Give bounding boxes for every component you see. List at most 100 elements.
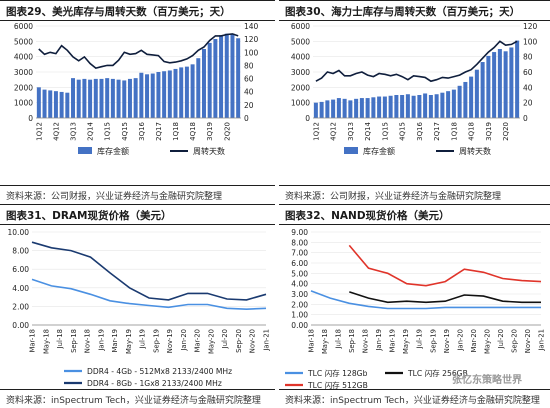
y-tick-right: 40 — [523, 83, 533, 92]
legend-swatch-bar — [78, 147, 92, 154]
bar — [122, 80, 127, 118]
x-tick-label: Jan-21 — [263, 329, 271, 352]
x-tick-label: 1Q18 — [450, 122, 458, 141]
y-tick: 9.00 — [291, 228, 308, 237]
legend-label: DDR4 - 4Gb - 512Mx8 2133/2400 MHz — [87, 367, 232, 376]
x-tick-label: Sep-20 — [510, 329, 518, 353]
bar — [446, 91, 451, 118]
x-tick-label: May-19 — [125, 329, 133, 354]
bar — [497, 49, 502, 118]
bar — [236, 38, 241, 119]
micron-inventory-chart: 0 1000 2000 3000 4000 5000 6000 0 20 40 60 80 100 120… — [14, 22, 259, 156]
x-tick-label: Sep-18 — [348, 329, 356, 353]
x-tick-label: Sep-19 — [152, 329, 160, 353]
bar — [230, 33, 235, 118]
bar — [469, 76, 474, 118]
bar — [219, 35, 224, 119]
legend-label: 周转天数 — [459, 146, 491, 156]
legend-label: TLC 闪存 128Gb — [307, 368, 368, 378]
x-tick-label: Jan-20 — [456, 329, 464, 352]
x-tick-label: 2Q17 — [155, 122, 163, 141]
bar — [42, 89, 47, 118]
bar — [82, 78, 87, 118]
bar — [354, 98, 359, 118]
bar — [474, 69, 479, 118]
source-note: 资料来源：公司财报，兴业证券经济与金融研究院整理 — [6, 192, 223, 202]
bar — [179, 67, 184, 118]
y-tick-left: 1000 — [14, 99, 33, 108]
x-tick-label: May-20 — [207, 329, 215, 354]
source-rule — [0, 185, 275, 186]
source-note: 资料来源：公司财报，兴业证券经济与金融研究院整理 — [285, 192, 502, 202]
bar — [480, 62, 485, 118]
bar — [509, 47, 514, 118]
y-tick-right: 100 — [244, 48, 259, 57]
x-tick-label: 2Q20 — [223, 122, 231, 141]
title-rule — [279, 224, 550, 225]
x-tick-label: 4Q18 — [468, 122, 476, 141]
source-rule — [0, 389, 275, 390]
bar — [53, 91, 58, 118]
x-tick-label: Mar-19 — [111, 329, 119, 353]
x-tick-label: 4Q12 — [52, 122, 60, 141]
y-tick-right: 20 — [244, 101, 254, 110]
panel-dram-price: 图表31、DRAM现货价格（美元） 0.00 2.00 4.00 6.00 8.00 10… — [0, 204, 275, 408]
x-tick-label: Jul-19 — [139, 329, 147, 349]
x-tick-label: Jul-18 — [335, 329, 343, 349]
x-tick-label: Mar-18 — [308, 329, 316, 353]
x-tick-label: 2Q17 — [433, 122, 441, 141]
bar — [99, 78, 104, 118]
x-tick-label: 4Q15 — [121, 122, 129, 141]
legend-label: DDR4 - 8Gb - 1Gx8 2133/2400 MHz — [87, 379, 222, 388]
legend-label: TLC 闪存 256GB — [407, 368, 468, 378]
y-tick-right: 80 — [244, 61, 254, 70]
y-tick: 1.00 — [291, 311, 308, 320]
bar — [88, 79, 93, 118]
bar — [405, 94, 410, 118]
y-tick: 4.00 — [291, 280, 308, 289]
bar — [65, 92, 70, 118]
bar — [190, 64, 195, 118]
bar — [417, 95, 422, 118]
y-tick: 2.00 — [12, 302, 29, 311]
x-tick-label: Sep-19 — [429, 329, 437, 353]
y-tick-left: 2000 — [291, 83, 310, 92]
bar — [388, 95, 393, 118]
y-tick-left: 0 — [305, 114, 310, 123]
y-tick: 2.00 — [291, 300, 308, 309]
x-tick-label: 1Q15 — [381, 122, 389, 141]
x-tick-label: Nov-18 — [84, 329, 92, 353]
top-rule — [279, 0, 550, 1]
bar — [139, 72, 144, 118]
y-tick: 10.00 — [8, 228, 30, 237]
bar — [325, 100, 330, 118]
x-tick-label: 3Q13 — [347, 122, 355, 141]
legend-label: 库存金额 — [97, 146, 129, 156]
y-tick-right: 100 — [523, 37, 538, 46]
bar — [319, 101, 324, 118]
bar — [434, 94, 439, 118]
bar — [371, 97, 376, 118]
y-tick: 0.00 — [12, 321, 29, 330]
x-tick-label: Nov-19 — [443, 329, 451, 353]
bar — [423, 93, 428, 118]
bar — [313, 102, 318, 118]
bar — [224, 33, 229, 118]
x-tick-label: May-19 — [402, 329, 410, 354]
source-rule — [279, 185, 550, 186]
bar — [394, 95, 399, 118]
top-rule — [0, 204, 275, 205]
bar — [451, 89, 456, 118]
top-rule — [0, 0, 275, 1]
y-tick: 3.00 — [291, 290, 308, 299]
y-tick-left: 4000 — [291, 53, 310, 62]
bar — [201, 49, 206, 118]
bar — [400, 95, 405, 118]
bar — [116, 79, 121, 118]
y-tick-left: 4000 — [14, 53, 33, 62]
y-tick-left: 5000 — [14, 37, 33, 46]
x-tick-label: Jul-20 — [497, 329, 505, 349]
bar — [173, 68, 178, 118]
bar — [196, 58, 201, 118]
y-tick: 6.00 — [291, 259, 308, 268]
